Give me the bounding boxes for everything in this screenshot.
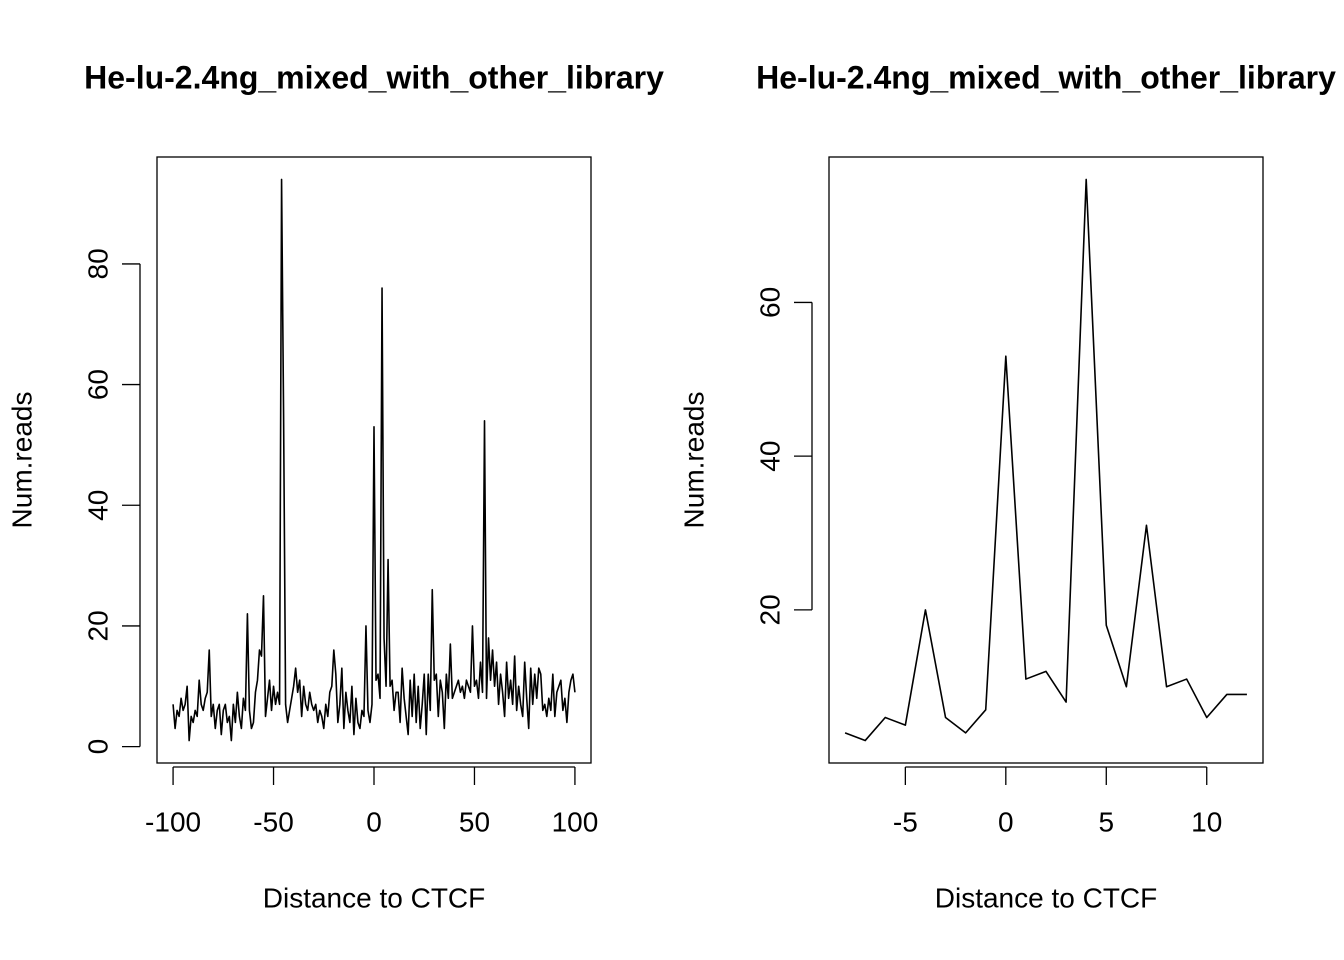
chart-title: He-lu-2.4ng_mixed_with_other_library bbox=[84, 59, 664, 95]
y-tick-label: 80 bbox=[82, 248, 113, 279]
x-tick-label: 10 bbox=[1191, 806, 1222, 837]
x-tick-label: 5 bbox=[1098, 806, 1114, 837]
x-tick-label: 0 bbox=[998, 806, 1014, 837]
y-tick-label: 60 bbox=[754, 287, 785, 318]
y-axis-label: Num.reads bbox=[6, 392, 37, 529]
x-tick-label: 0 bbox=[366, 806, 382, 837]
y-tick-label: 40 bbox=[754, 441, 785, 472]
y-tick-label: 40 bbox=[82, 490, 113, 521]
y-axis-label: Num.reads bbox=[678, 392, 709, 529]
x-tick-label: -5 bbox=[893, 806, 918, 837]
x-tick-label: -100 bbox=[145, 806, 201, 837]
plot-box bbox=[828, 156, 1264, 764]
y-tick-label: 20 bbox=[82, 610, 113, 641]
data-line bbox=[844, 178, 1247, 742]
y-tick-label: 0 bbox=[82, 739, 113, 755]
chart-title: He-lu-2.4ng_mixed_with_other_library bbox=[756, 59, 1336, 95]
y-tick-label: 20 bbox=[754, 594, 785, 625]
y-tick-label: 60 bbox=[82, 369, 113, 400]
data-line bbox=[172, 178, 576, 742]
x-axis-label: Distance to CTCF bbox=[935, 882, 1158, 913]
plot-box bbox=[156, 156, 592, 764]
x-tick-label: -50 bbox=[253, 806, 293, 837]
x-tick-label: 50 bbox=[459, 806, 490, 837]
x-axis-label: Distance to CTCF bbox=[263, 882, 486, 913]
x-tick-label: 100 bbox=[552, 806, 599, 837]
